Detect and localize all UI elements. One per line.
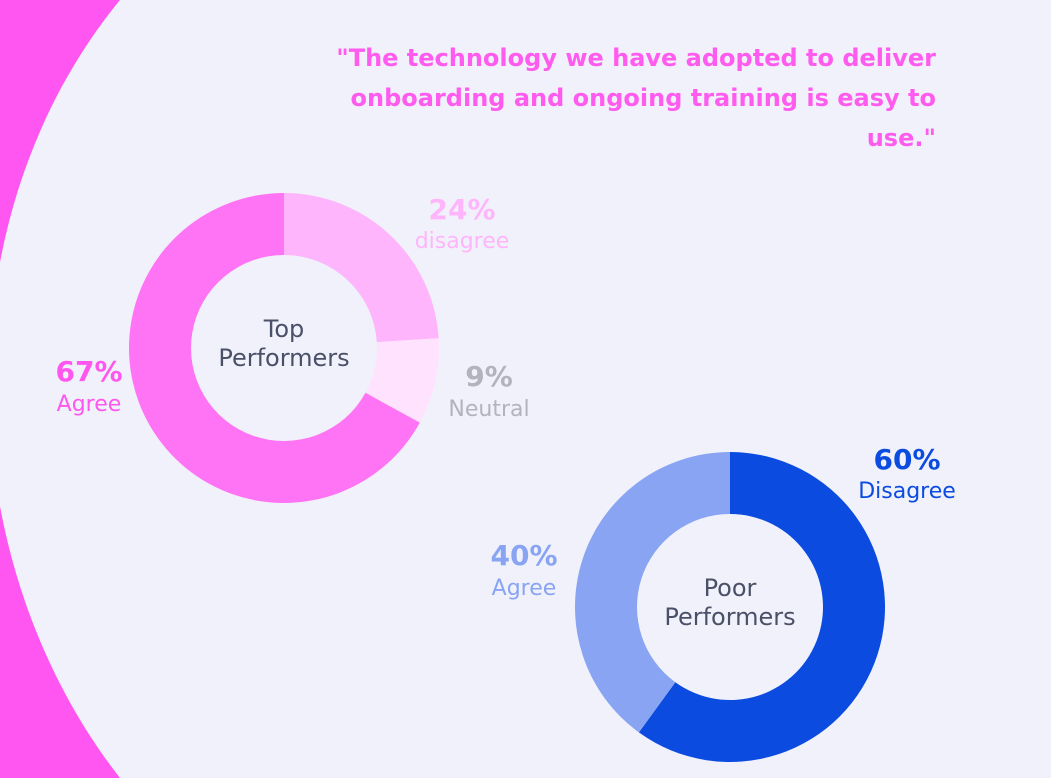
slice-category-label: disagree <box>415 229 510 254</box>
donut-center-label: Performers <box>664 603 795 631</box>
donut-center-label: Performers <box>218 344 349 372</box>
slice-value-label: 24% <box>428 193 495 226</box>
slice-value-label: 67% <box>55 355 122 388</box>
donut-chart-top-performers: 24% disagree 9% Neutral 67% Agree TopPerformer… <box>55 193 530 503</box>
slice-category-label: Agree <box>492 576 557 601</box>
quote-line-1: "The technology we have adopted to deliv… <box>336 44 936 72</box>
donut-center-label: Poor <box>704 574 757 602</box>
donut-slice-agree <box>129 193 420 503</box>
slice-value-label: 40% <box>490 539 557 572</box>
donut-slice-neutral <box>365 338 439 423</box>
slice-category-label: Disagree <box>858 479 956 504</box>
quote-line-2: onboarding and ongoing training is easy … <box>350 84 936 152</box>
donut-slice-disagree <box>638 452 886 762</box>
slice-category-label: Agree <box>57 392 122 417</box>
slice-category-label: Neutral <box>448 397 529 422</box>
slice-value-label: 60% <box>873 443 940 476</box>
slice-value-label: 9% <box>465 360 513 393</box>
side-arc <box>0 0 120 778</box>
donut-slice-disagree <box>284 193 439 343</box>
donut-slice-agree <box>575 452 730 733</box>
quote-text: "The technology we have adopted to deliv… <box>300 38 936 158</box>
donut-center-label: Top <box>263 315 305 343</box>
